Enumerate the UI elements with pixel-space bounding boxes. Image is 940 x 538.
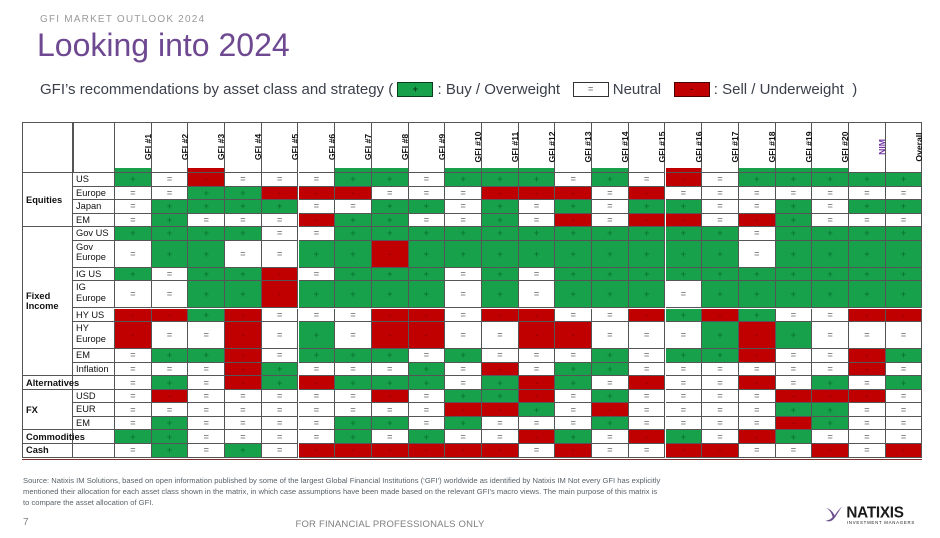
svg-text:INVESTMENT MANAGERS: INVESTMENT MANAGERS (847, 520, 915, 525)
svg-text:NATIXIS: NATIXIS (846, 505, 903, 522)
